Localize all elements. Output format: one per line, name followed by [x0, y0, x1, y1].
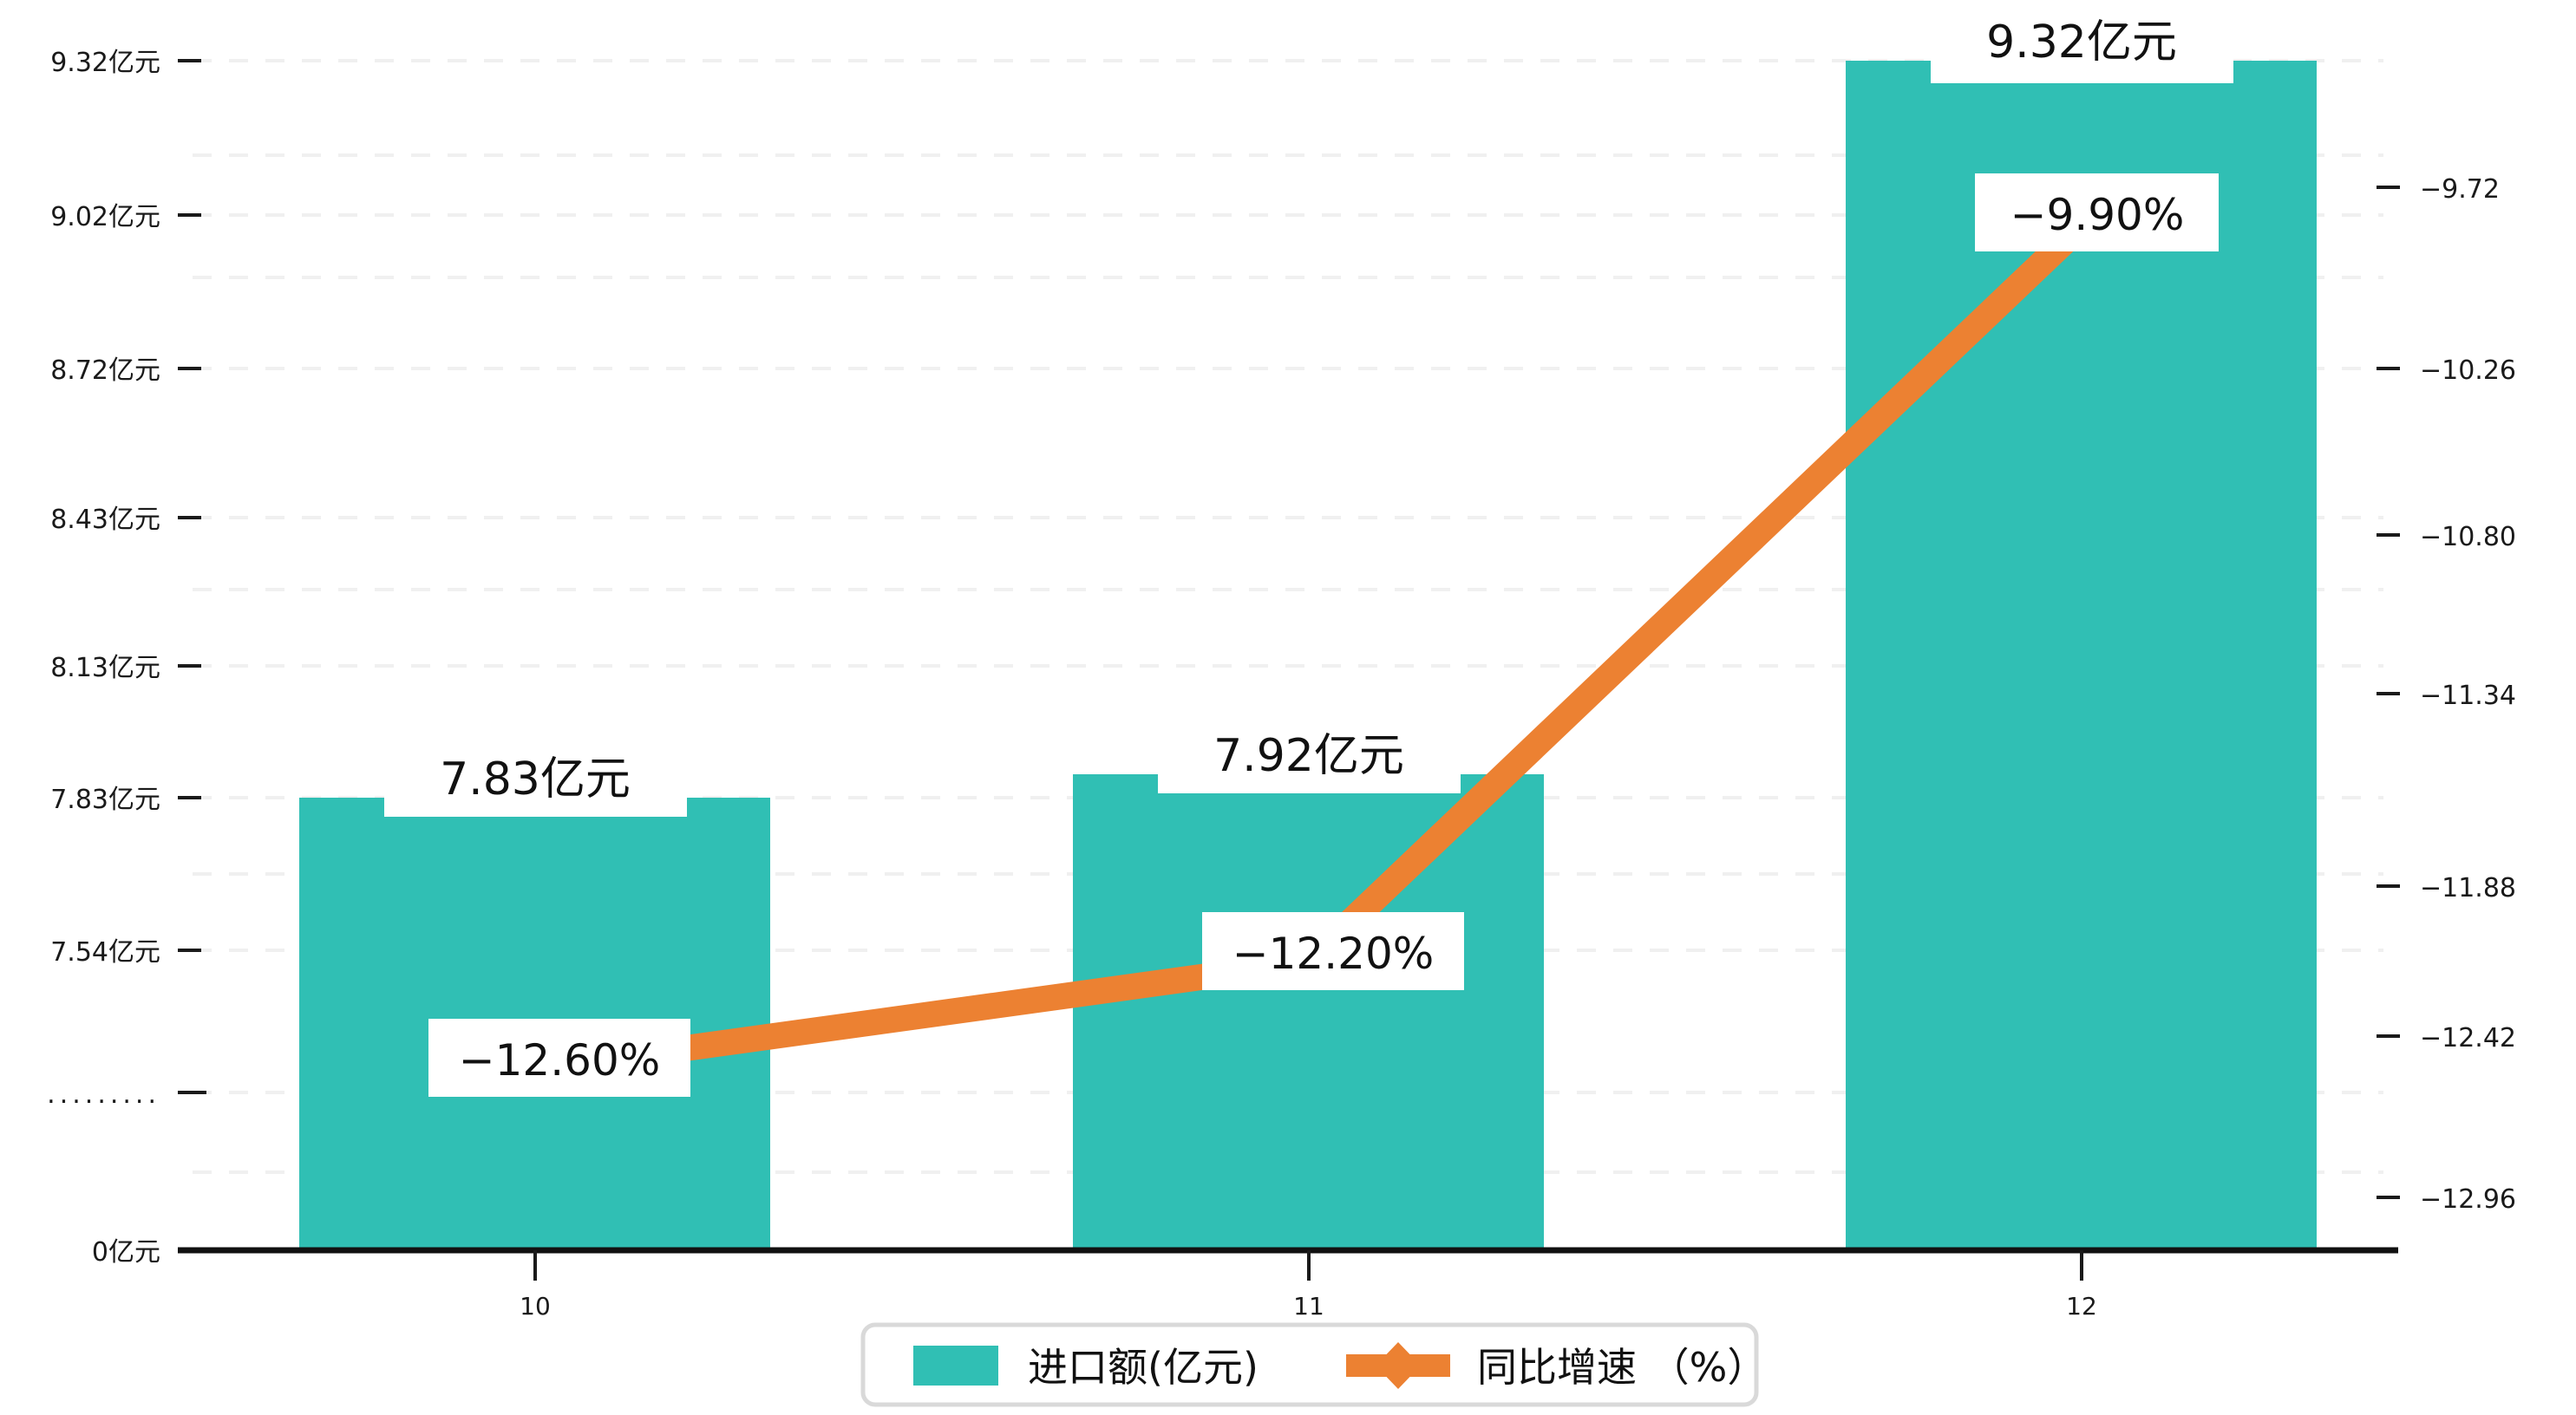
right-axis-label-4: −11.88 [2420, 873, 2516, 903]
left-axis: 9.32亿元 9.02亿元 8.72亿元 8.43亿元 8.13亿元 7.83亿… [47, 48, 206, 1268]
left-axis-label-1: 9.02亿元 [50, 202, 160, 232]
line-label-box [428, 1019, 690, 1097]
legend-swatch-growth-rate[interactable] [1346, 1342, 1450, 1389]
right-axis-label-1: −10.26 [2420, 355, 2516, 386]
legend-label-growth-rate: 同比增速 （%） [1477, 1344, 1767, 1391]
bar-value-label-10: 7.83亿元 [440, 753, 631, 805]
bar-11[interactable] [1073, 774, 1544, 1250]
left-axis-label-6: 7.54亿元 [50, 937, 160, 968]
line-value-labels: −12.60% −12.20% −9.90% [428, 173, 2219, 1097]
bar-label-box [1158, 710, 1461, 793]
right-axis: −9.72 −10.26 −10.80 −11.34 −11.88 −12.42… [2377, 174, 2516, 1215]
line-label-box [1202, 912, 1464, 990]
bar-label-box [384, 734, 687, 817]
left-axis-label-2: 8.72亿元 [50, 355, 160, 386]
bar-value-labels: 7.83亿元 7.92亿元 9.32亿元 [384, 0, 2233, 817]
bar-label-box [1931, 0, 2233, 83]
left-axis-label-0: 9.32亿元 [50, 48, 160, 78]
legend: 进口额(亿元) 同比增速 （%） [860, 1322, 1767, 1407]
bar-series [299, 61, 2317, 1250]
left-axis-label-4: 8.13亿元 [50, 653, 160, 683]
left-axis-label-break: ......... [47, 1079, 160, 1110]
right-axis-label-5: −12.42 [2420, 1023, 2516, 1053]
bar-12[interactable] [1846, 61, 2317, 1250]
line-value-label-11: −12.20% [1232, 929, 1435, 979]
legend-swatch-import-amount[interactable] [913, 1346, 998, 1386]
right-axis-label-6: −12.96 [2420, 1184, 2516, 1215]
diamond-marker-icon [1376, 1342, 1421, 1389]
right-axis-label-3: −11.34 [2420, 681, 2516, 711]
left-axis-label-5: 7.83亿元 [50, 785, 160, 815]
x-axis-label-11: 11 [1293, 1292, 1324, 1320]
legend-box [860, 1322, 1759, 1407]
legend-label-import-amount: 进口额(亿元) [1028, 1344, 1259, 1391]
bar-value-label-12: 9.32亿元 [1986, 16, 2177, 68]
x-axis: 10 11 12 [178, 1247, 2398, 1320]
left-axis-label-8: 0亿元 [92, 1237, 160, 1268]
x-axis-label-12: 12 [2066, 1292, 2097, 1320]
right-axis-label-0: −9.72 [2420, 174, 2500, 205]
line-value-label-10: −12.60% [459, 1035, 661, 1086]
bar-value-label-11: 7.92亿元 [1213, 730, 1404, 782]
right-axis-label-2: −10.80 [2420, 522, 2516, 552]
x-axis-label-10: 10 [520, 1292, 551, 1320]
left-axis-label-3: 8.43亿元 [50, 505, 160, 535]
line-label-box [1975, 173, 2219, 251]
line-value-label-12: −9.90% [2010, 190, 2185, 240]
